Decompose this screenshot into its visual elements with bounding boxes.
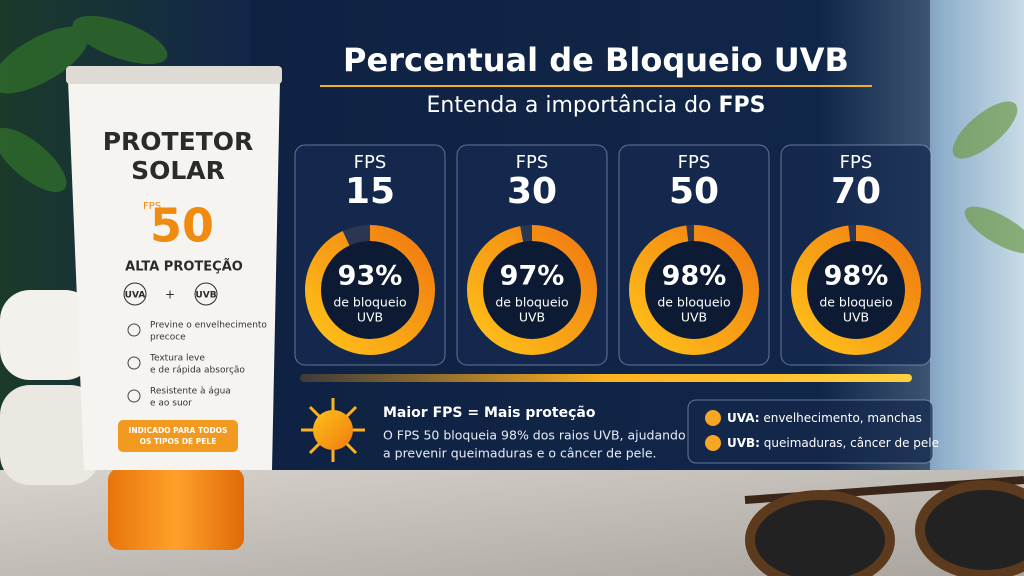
ring-caption: de bloqueio	[819, 295, 892, 310]
badge-text: OS TIPOS DE PELE	[140, 437, 217, 446]
legend-box	[687, 399, 934, 464]
ring-caption: UVB	[357, 310, 383, 325]
legend-text: envelhecimento, manchas	[760, 411, 922, 425]
ring-caption: UVB	[519, 310, 545, 325]
ring-arc	[629, 225, 759, 355]
ring-value: 98%	[824, 261, 889, 292]
sunglasses	[744, 476, 1024, 576]
card-label: FPS	[840, 152, 873, 173]
card-label: FPS	[354, 152, 387, 173]
legend-key: UVA:	[727, 411, 760, 425]
product-name: SOLAR	[131, 156, 225, 185]
badge	[118, 420, 238, 452]
info-line: a prevenir queimaduras e o câncer de pel…	[383, 446, 657, 461]
plus: +	[165, 288, 175, 302]
product-tube	[66, 66, 282, 550]
uvb-badge	[194, 282, 218, 306]
feature-text: Textura leve	[149, 354, 205, 364]
ring-arc	[305, 225, 435, 355]
uvb: UVB	[195, 291, 216, 301]
towel	[0, 290, 100, 485]
check-icon	[705, 410, 721, 426]
subtitle-text: Entenda a importância do	[426, 93, 718, 118]
legend-entry: UVB: queimaduras, câncer de pele	[727, 436, 939, 450]
legend-entry: UVA: envelhecimento, manchas	[727, 411, 922, 425]
feature-icon	[127, 389, 141, 403]
product-fps: 50	[150, 199, 214, 253]
features: Previne o envelhecimento precoce Textura l…	[127, 321, 267, 409]
card-fps: 30	[507, 171, 557, 212]
card-label: FPS	[678, 152, 711, 173]
product-label: PROTETOR SOLAR FPS 50 ALTA PROTEÇÃO UVA …	[103, 127, 267, 452]
feature-text: Previne o envelhecimento	[150, 321, 267, 331]
progress-bar	[300, 374, 912, 382]
badge-text: INDICADO PARA TODOS	[129, 426, 228, 435]
info-heading: Maior FPS = Mais proteção	[383, 405, 596, 421]
card-fps: 50	[669, 171, 719, 212]
uva-badge	[123, 282, 147, 306]
info-line: O FPS 50 bloqueia 98% dos raios UVB, aju…	[383, 428, 686, 443]
feature-text: e ao suor	[150, 399, 192, 409]
ring-arc	[467, 225, 597, 355]
sun-icon	[301, 398, 365, 462]
legend-key: UVB:	[727, 436, 760, 450]
ring-caption: de bloqueio	[495, 295, 568, 310]
product-tagline: ALTA PROTEÇÃO	[125, 259, 243, 275]
ring-value: 98%	[662, 261, 727, 292]
subtitle-bold: FPS	[719, 93, 766, 118]
ring-caption: de bloqueio	[333, 295, 406, 310]
legend-text: queimaduras, câncer de pele	[760, 436, 939, 450]
card-fps: 15	[345, 171, 395, 212]
card-label: FPS	[516, 152, 549, 173]
plant-right	[952, 101, 1024, 254]
product-fps-label: FPS	[143, 201, 161, 212]
feature-text: precoce	[150, 333, 186, 343]
uva: UVA	[125, 291, 146, 301]
check-icon	[705, 435, 721, 451]
ring-caption: UVB	[843, 310, 869, 325]
subtitle: Entenda a importância do FPS	[426, 93, 765, 118]
card-fps: 70	[831, 171, 881, 212]
ring-arc	[791, 225, 921, 355]
ring-caption: de bloqueio	[657, 295, 730, 310]
feature-icon	[127, 356, 141, 370]
feature-text: e de rápida absorção	[150, 366, 245, 376]
ring-value: 97%	[500, 261, 565, 292]
product-name: PROTETOR	[103, 127, 254, 156]
feature-icon	[127, 323, 141, 337]
ring-caption: UVB	[681, 310, 707, 325]
title: Percentual de Bloqueio UVB	[343, 41, 849, 79]
ring-value: 93%	[338, 261, 403, 292]
feature-text: Resistente à água	[150, 387, 231, 397]
plant-left	[0, 15, 168, 193]
